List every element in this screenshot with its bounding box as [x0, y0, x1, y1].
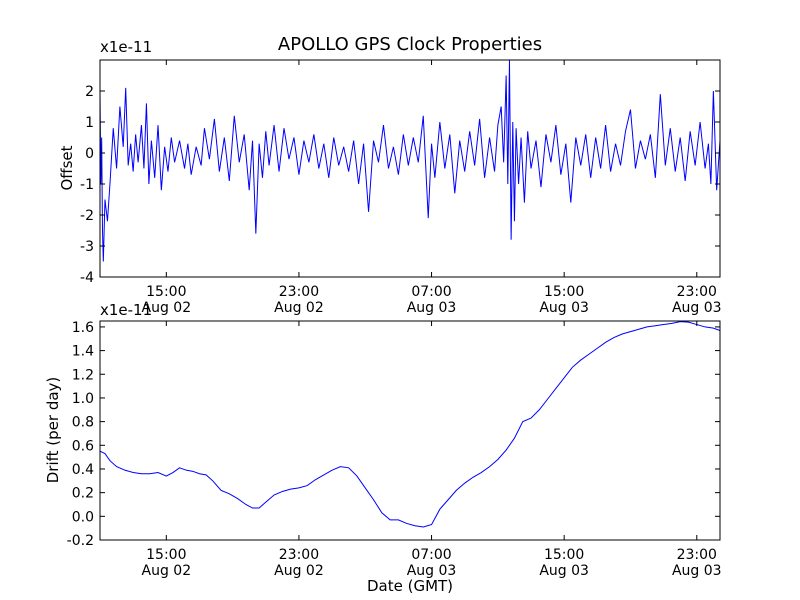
offset-xtick-date-label: Aug 03 — [407, 300, 457, 316]
drift-xtick-time-label: 15:00 — [146, 547, 186, 563]
offset-ytick-label: -1 — [80, 177, 94, 193]
offset-xtick-date-label: Aug 02 — [142, 300, 192, 316]
drift-xtick-time-label: 15:00 — [544, 547, 584, 563]
drift-ytick-label: 1.0 — [72, 391, 94, 407]
drift-xtick-date-label: Aug 03 — [407, 563, 457, 579]
drift-x-axis-label: Date (GMT) — [367, 577, 453, 595]
drift-ytick-label: 0.8 — [72, 415, 94, 431]
offset-xtick-time-label: 15:00 — [544, 284, 584, 300]
offset-ytick-label: 1 — [85, 115, 94, 131]
drift-ytick-label: 1.2 — [72, 367, 94, 383]
offset-ytick-label: 2 — [85, 84, 94, 100]
figure-title: APOLLO GPS Clock Properties — [278, 34, 542, 55]
offset-xtick-date-label: Aug 03 — [672, 300, 722, 316]
offset-ytick-label: 0 — [85, 146, 94, 162]
offset-y-axis-label: Offset — [58, 145, 76, 190]
offset-xtick-time-label: 23:00 — [279, 284, 319, 300]
drift-plot-frame — [99, 320, 721, 541]
drift-y-axis-label: Drift (per day) — [44, 377, 62, 484]
offset-xtick-time-label: 15:00 — [146, 284, 186, 300]
offset-xtick-time-label: 23:00 — [677, 284, 717, 300]
drift-ytick-label: 0.2 — [72, 486, 94, 502]
drift-xtick-date-label: Aug 02 — [274, 563, 324, 579]
drift-xtick-date-label: Aug 03 — [539, 563, 589, 579]
offset-xtick-time-label: 07:00 — [411, 284, 451, 300]
drift-xtick-date-label: Aug 03 — [672, 563, 722, 579]
drift-ytick-label: 1.6 — [72, 320, 94, 336]
offset-ytick-label: -2 — [80, 208, 94, 224]
drift-subplot: -0.20.00.20.40.60.81.01.21.41.615:00Aug … — [44, 301, 722, 595]
drift-xtick-time-label: 23:00 — [677, 547, 717, 563]
drift-xtick-date-label: Aug 02 — [142, 563, 192, 579]
drift-xtick-time-label: 07:00 — [411, 547, 451, 563]
offset-plot-frame — [99, 59, 721, 278]
offset-ytick-label: -3 — [80, 239, 94, 255]
offset-series-line — [99, 59, 721, 262]
offset-xtick-date-label: Aug 03 — [539, 300, 589, 316]
drift-ytick-label: 0.6 — [72, 438, 94, 454]
drift-ytick-label: 0.0 — [72, 509, 94, 525]
drift-ytick-label: 1.4 — [72, 344, 94, 360]
drift-series-line — [99, 321, 721, 528]
drift-ytick-label: -0.2 — [67, 533, 94, 549]
drift-multiplier: x1e-11 — [100, 301, 152, 319]
drift-xtick-time-label: 23:00 — [279, 547, 319, 563]
drift-ytick-label: 0.4 — [72, 462, 94, 478]
offset-multiplier: x1e-11 — [100, 38, 152, 56]
offset-ytick-label: -4 — [80, 270, 94, 286]
offset-xtick-date-label: Aug 02 — [274, 300, 324, 316]
